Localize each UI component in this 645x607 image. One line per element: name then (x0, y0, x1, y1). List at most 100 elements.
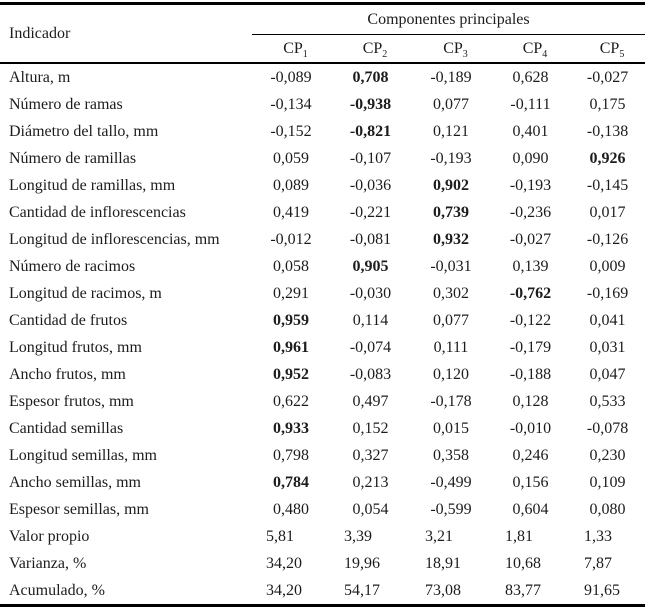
table-row: Ancho frutos, mm 0,952 -0,083 0,120 -0,188 0,… (0, 361, 645, 388)
value-cell: 0,109 (589, 473, 626, 491)
table-row: Número de racimos 0,058 0,905 -0,031 0,139 0,… (0, 253, 645, 280)
table-row: Longitud semillas, mm 0,798 0,327 0,358 0,24… (0, 442, 645, 469)
row-label: Número de racimos (9, 257, 136, 275)
table-row: Longitud de inflorescencias, mm -0,012 -0,… (0, 226, 645, 253)
value-cell: 0,120 (433, 365, 469, 383)
cp-subscript: 1 (302, 48, 308, 60)
value-cell: 0,017 (589, 203, 626, 221)
value-cell: 1,81 (505, 527, 533, 545)
value-cell: 0,628 (512, 68, 549, 86)
value-cell: -0,081 (349, 230, 392, 248)
value-cell: 91,65 (584, 581, 620, 599)
table-row: Longitud frutos, mm 0,961 -0,074 0,111 -0,17… (0, 334, 645, 361)
table-header: Indicador Componentes principales CP1 CP2… (0, 3, 645, 64)
value-cell: 0,121 (433, 122, 469, 140)
value-cell: -0,138 (586, 122, 629, 140)
row-label: Valor propio (9, 527, 90, 545)
value-cell: 3,21 (425, 527, 453, 545)
group-header-row: Indicador Componentes principales (0, 3, 645, 42)
value-cell: 0,139 (512, 257, 549, 275)
value-cell: -0,499 (430, 473, 472, 491)
cp-subscript: 5 (619, 48, 625, 60)
table-row: Longitud de ramillas, mm 0,089 -0,036 0,902… (0, 172, 645, 199)
value-cell: 0,932 (433, 230, 469, 248)
table-row: Acumulado, % 34,20 54,17 73,08 83,77 91,65 (0, 577, 645, 606)
value-cell: -0,036 (349, 176, 392, 194)
row-label: Ancho semillas, mm (9, 473, 141, 491)
value-cell: 0,059 (273, 149, 309, 167)
column-header-cp3: CP3 (411, 35, 491, 64)
value-cell: 0,933 (273, 419, 309, 437)
value-cell: 0,961 (273, 338, 309, 356)
value-cell: 0,497 (352, 392, 389, 410)
value-cell: -0,821 (349, 122, 392, 140)
value-cell: 0,784 (273, 473, 309, 491)
value-cell: -0,126 (586, 230, 629, 248)
row-label: Espesor semillas, mm (9, 500, 149, 518)
row-label: Longitud de ramillas, mm (9, 176, 176, 194)
value-cell: 0,291 (273, 284, 309, 302)
column-header-cp5: CP5 (570, 35, 645, 64)
value-cell: 5,81 (266, 527, 294, 545)
column-header-cp4: CP4 (491, 35, 570, 64)
table-row: Cantidad de inflorescencias 0,419 -0,221 0,… (0, 199, 645, 226)
column-header-cp1: CP1 (252, 35, 330, 64)
row-label: Diámetro del tallo, mm (9, 122, 159, 140)
row-label: Número de ramas (9, 95, 123, 113)
value-cell: 0,058 (273, 257, 309, 275)
value-cell: 1,33 (584, 527, 612, 545)
value-cell: 0,054 (352, 500, 389, 518)
table-row: Cantidad de frutos 0,959 0,114 0,077 -0,122 0… (0, 307, 645, 334)
group-column-header: Componentes principales (252, 3, 645, 35)
value-cell: -0,111 (510, 95, 551, 113)
value-cell: 0,152 (352, 419, 389, 437)
value-cell: 34,20 (266, 554, 302, 572)
cp-base: CP (443, 39, 463, 57)
table-row: Cantidad semillas 0,933 0,152 0,015 -0,010 -0… (0, 415, 645, 442)
value-cell: 83,77 (505, 581, 541, 599)
value-cell: -0,193 (509, 176, 552, 194)
value-cell: 0,401 (512, 122, 549, 140)
row-label: Altura, m (9, 68, 71, 86)
value-cell: -0,083 (349, 365, 392, 383)
value-cell: -0,145 (586, 176, 629, 194)
value-cell: 0,015 (433, 419, 469, 437)
value-cell: -0,236 (509, 203, 552, 221)
cp-base: CP (522, 39, 543, 57)
value-cell: 0,739 (433, 203, 469, 221)
cp-base: CP (599, 39, 620, 57)
value-cell: -0,938 (349, 95, 392, 113)
value-cell: 0,327 (352, 446, 389, 464)
value-cell: 0,604 (512, 500, 549, 518)
value-cell: 0,175 (589, 95, 626, 113)
row-label: Espesor frutos, mm (9, 392, 134, 410)
cp-base: CP (362, 39, 383, 57)
value-cell: -0,221 (349, 203, 392, 221)
value-cell: -0,027 (509, 230, 552, 248)
indicator-column-header: Indicador (9, 24, 71, 42)
value-cell: 10,68 (505, 554, 541, 572)
value-cell: -0,012 (270, 230, 312, 248)
table-row: Varianza, % 34,20 19,96 18,91 10,68 7,87 (0, 550, 645, 577)
value-cell: 54,17 (344, 581, 380, 599)
column-header-cp2: CP2 (330, 35, 411, 64)
value-cell: 34,20 (266, 581, 302, 599)
cp-subscript: 2 (382, 48, 388, 60)
table-row: Número de ramillas 0,059 -0,107 -0,193 0,090… (0, 145, 645, 172)
value-cell: 0,128 (512, 392, 549, 410)
value-cell: 0,246 (512, 446, 549, 464)
table-row: Altura, m -0,089 0,708 -0,189 0,628 -0,027 (0, 63, 645, 91)
value-cell: 0,156 (512, 473, 549, 491)
value-cell: 0,089 (273, 176, 309, 194)
value-cell: -0,031 (430, 257, 472, 275)
value-cell: -0,152 (270, 122, 312, 140)
value-cell: -0,074 (349, 338, 392, 356)
table-row: Diámetro del tallo, mm -0,152 -0,821 0,121 0… (0, 118, 645, 145)
value-cell: -0,193 (430, 149, 472, 167)
value-cell: 0,031 (589, 338, 626, 356)
value-cell: -0,599 (430, 500, 472, 518)
table-row: Valor propio 5,81 3,39 3,21 1,81 1,33 (0, 523, 645, 550)
value-cell: 0,952 (273, 365, 309, 383)
value-cell: 73,08 (425, 581, 461, 599)
